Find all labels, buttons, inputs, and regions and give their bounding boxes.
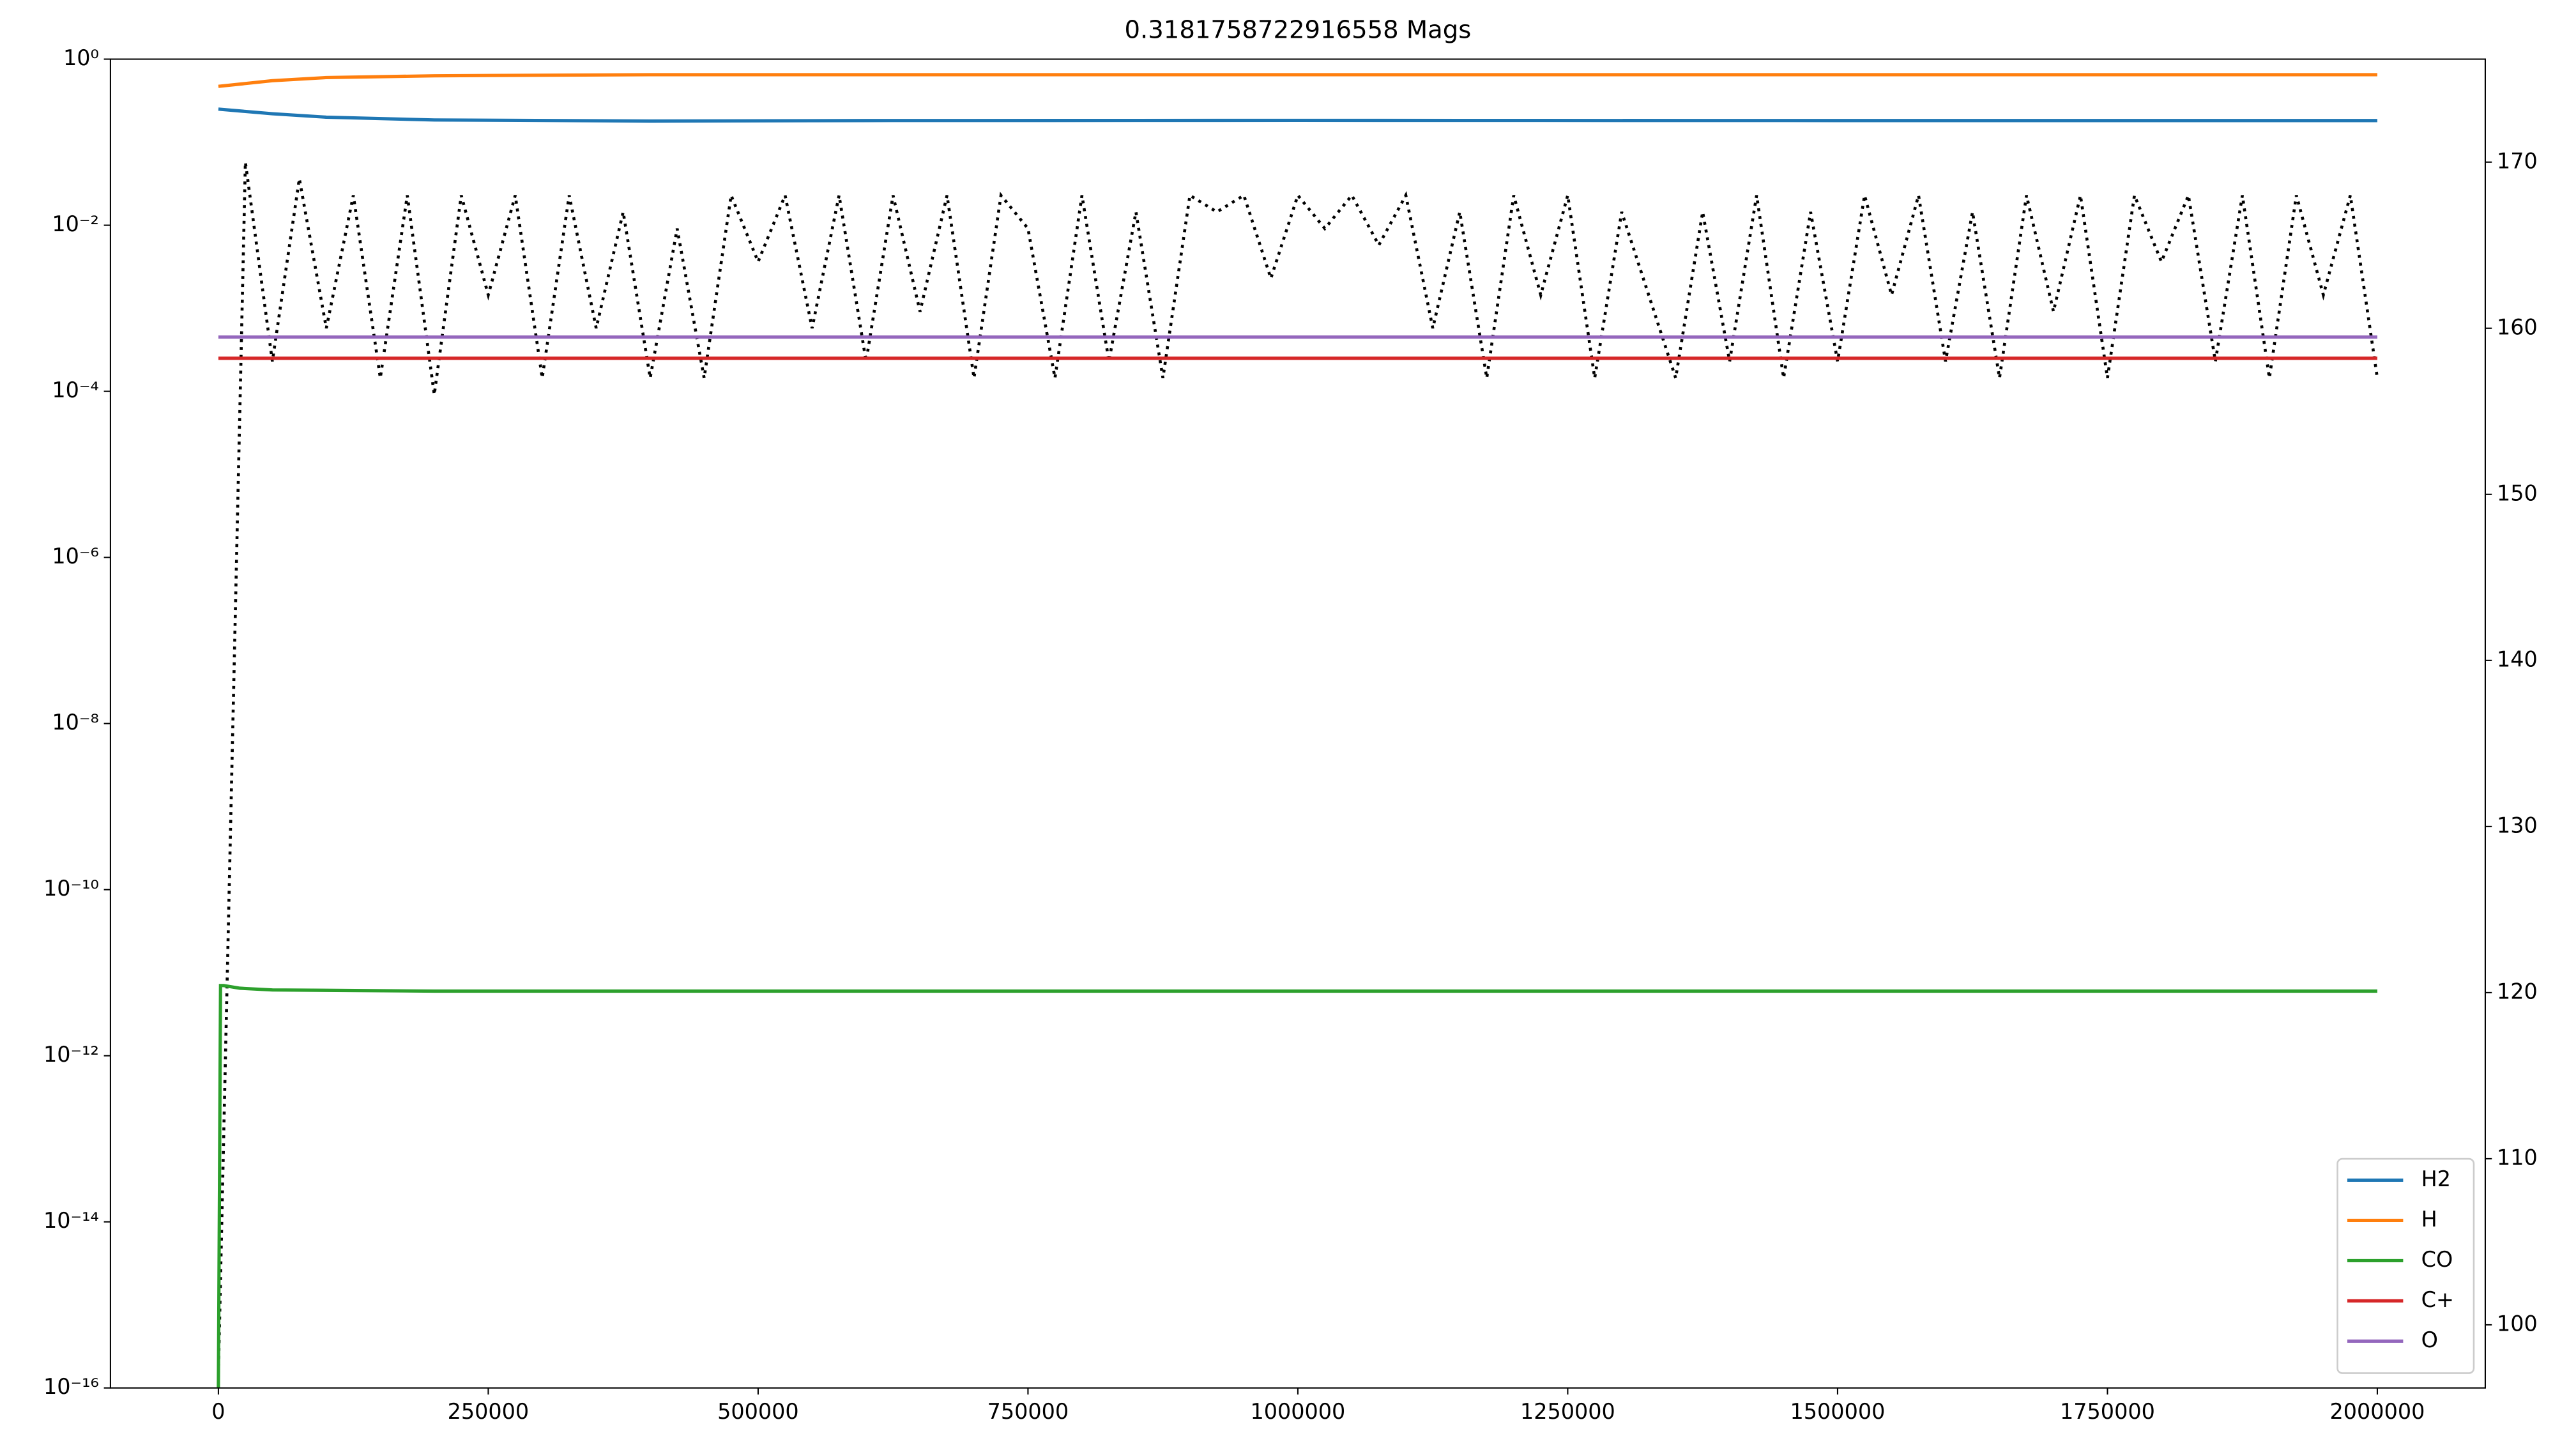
x-tick-label: 2000000 [2330, 1399, 2425, 1424]
y2-tick-label: 110 [2497, 1145, 2538, 1170]
x-tick-label: 1250000 [1520, 1399, 1615, 1424]
chart-title: 0.3181758722916558 Mags [1124, 15, 1471, 44]
x-tick-label: 500000 [717, 1399, 799, 1424]
data-line [217, 984, 2377, 1388]
y-tick-label: 10⁻² [52, 211, 99, 236]
plot-frame [109, 58, 2486, 1389]
x-tick-label: 750000 [987, 1399, 1069, 1424]
y-tick-label: 10⁻¹² [43, 1042, 99, 1067]
x-tick-label: 1000000 [1251, 1399, 1346, 1424]
legend-label: H [2421, 1207, 2437, 1232]
y-tick-label: 10⁻⁶ [52, 544, 99, 569]
data-line [218, 107, 2377, 123]
y2-tick-label: 100 [2497, 1311, 2538, 1336]
y-tick-label: 10⁻¹⁰ [43, 876, 99, 901]
y2-tick-label: 130 [2497, 813, 2538, 837]
data-line [218, 73, 2377, 88]
y-tick-label: 10⁰ [63, 45, 99, 70]
x-tick-label: 1500000 [1790, 1399, 1886, 1424]
x-tick-label: 0 [211, 1399, 225, 1424]
y-tick-label: 10⁻¹⁶ [43, 1374, 99, 1399]
legend-label: C+ [2421, 1287, 2454, 1312]
y2-tick-label: 140 [2497, 646, 2538, 671]
legend-label: CO [2421, 1247, 2453, 1272]
y-tick-label: 10⁻⁸ [52, 710, 99, 735]
y2-tick-label: 170 [2497, 148, 2538, 173]
y-tick-label: 10⁻⁴ [52, 378, 99, 402]
y-tick-label: 10⁻¹⁴ [43, 1208, 99, 1233]
legend-label: H2 [2421, 1166, 2451, 1191]
x-tick-label: 1750000 [2060, 1399, 2155, 1424]
y2-tick-label: 160 [2497, 314, 2538, 339]
legend-box [2336, 1158, 2475, 1374]
x-tick-label: 250000 [448, 1399, 530, 1424]
y2-tick-label: 150 [2497, 480, 2538, 505]
y2-tick-label: 120 [2497, 979, 2538, 1004]
legend-label: O [2421, 1327, 2438, 1352]
